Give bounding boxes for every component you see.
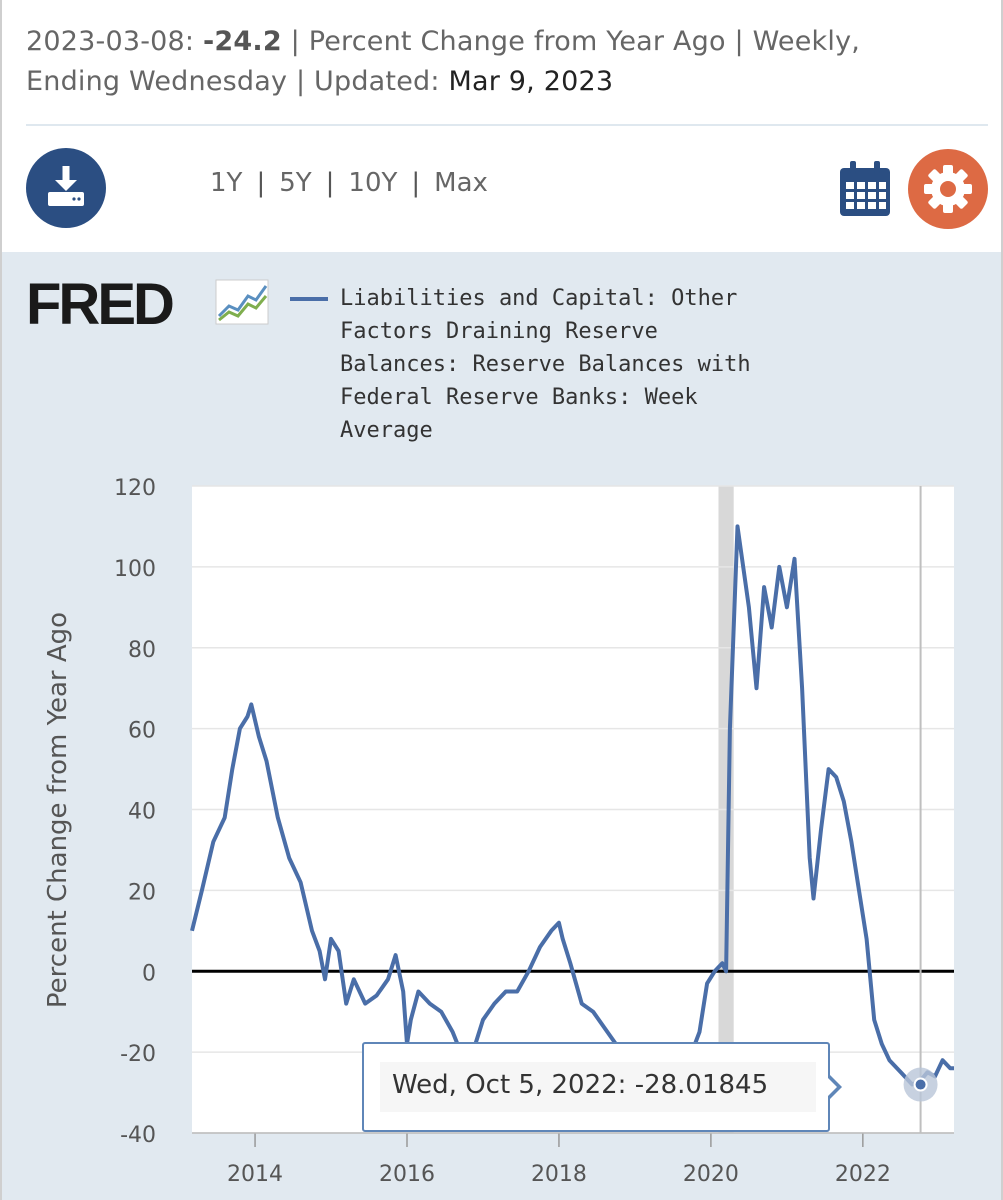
updated-date: Mar 9, 2023 [448, 66, 614, 97]
legend-swatch [290, 297, 328, 301]
date-range-selector: 1Y | 5Y | 10Y | Max [210, 168, 488, 198]
observation-value: -24.2 [203, 26, 282, 57]
download-button[interactable] [26, 148, 106, 228]
range-1y[interactable]: 1Y [210, 168, 243, 198]
header-frequency: Ending Wednesday | Updated: [26, 66, 440, 97]
tooltip-body [380, 1062, 816, 1112]
y-tick-label: 100 [114, 557, 156, 582]
tooltip-value: -28.01845 [634, 1070, 769, 1100]
y-tick-label: 0 [142, 961, 156, 986]
y-tick-label: 60 [128, 719, 156, 744]
x-tick-label: 2022 [835, 1162, 891, 1187]
x-tick-label: 2018 [531, 1162, 587, 1187]
data-tooltip: Wed, Oct 5, 2022: -28.01845 [362, 1042, 830, 1132]
y-tick-label: -20 [120, 1042, 156, 1067]
tooltip-pointer-fill [826, 1076, 837, 1098]
y-axis-label: Percent Change from Year Ago [43, 612, 73, 1008]
x-tick-label: 2016 [379, 1162, 435, 1187]
series-line [190, 524, 954, 1087]
y-tick-label: -40 [120, 1123, 156, 1148]
y-tick-label: 80 [128, 638, 156, 663]
range-max[interactable]: Max [434, 168, 488, 198]
header-units: | Percent Change from Year Ago | Weekly, [290, 26, 861, 57]
tooltip-date: Wed, Oct 5, 2022: [392, 1070, 627, 1100]
tooltip-text: Wed, Oct 5, 2022: -28.01845 [392, 1070, 768, 1100]
hover-marker [913, 1077, 928, 1092]
header-divider [26, 124, 988, 126]
series-header: 2023-03-08: -24.2 | Percent Change from … [26, 22, 976, 102]
left-border [0, 0, 2, 1200]
x-tick-label: 2014 [227, 1162, 283, 1187]
calendar-icon[interactable] [838, 160, 892, 218]
range-10y[interactable]: 10Y [348, 168, 398, 198]
settings-button[interactable] [908, 149, 988, 229]
y-tick-labels: 120 100 80 60 40 20 0 -20 -40 [114, 476, 156, 1148]
fred-logo-text: FRED [26, 276, 173, 332]
observation-date: 2023-03-08: [26, 26, 195, 57]
y-tick-label: 20 [128, 880, 156, 905]
x-tick-label: 2020 [683, 1162, 739, 1187]
download-icon [48, 166, 84, 206]
right-border [1001, 0, 1003, 1200]
fred-logo-mark: FRED [26, 272, 269, 337]
gear-icon [924, 165, 972, 213]
legend-label: Liabilities and Capital: Other Factors D… [340, 286, 751, 443]
fred-logo: FRED [26, 272, 276, 337]
y-tick-label: 120 [114, 476, 156, 501]
range-5y[interactable]: 5Y [279, 168, 312, 198]
x-tick-labels: 2014 2016 2018 2020 2022 [192, 1132, 954, 1187]
y-tick-label: 40 [128, 800, 156, 825]
